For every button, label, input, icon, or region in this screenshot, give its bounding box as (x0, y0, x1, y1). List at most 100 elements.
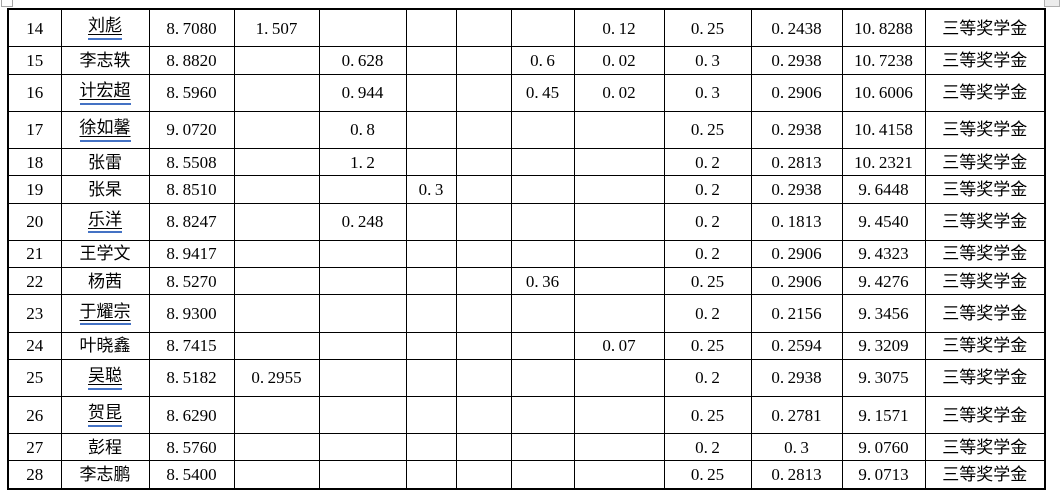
score-cell[interactable]: 0. 2955 (233, 358, 320, 397)
student-name-cell[interactable]: 李志鹏 (60, 460, 150, 490)
score-cell[interactable]: 0. 2938 (750, 175, 843, 204)
score-cell[interactable]: 0. 2 (663, 148, 752, 177)
award-cell[interactable]: 三等奖学金 (924, 331, 1046, 360)
student-name-cell[interactable]: 计宏超 (60, 73, 150, 112)
score-cell[interactable] (318, 294, 407, 333)
score-cell[interactable]: 0. 2 (663, 175, 752, 204)
score-cell[interactable]: 0. 25 (663, 460, 752, 490)
score-cell[interactable] (455, 267, 512, 296)
score-cell[interactable] (455, 239, 512, 269)
score-cell[interactable]: 0. 36 (510, 267, 575, 296)
score-cell[interactable] (233, 202, 320, 241)
score-cell[interactable] (405, 358, 457, 397)
score-cell[interactable]: 8. 8510 (148, 175, 235, 204)
student-name-cell[interactable]: 张雷 (60, 148, 150, 177)
score-cell[interactable]: 0. 2938 (750, 358, 843, 397)
score-cell[interactable]: 1. 507 (233, 8, 320, 48)
score-cell[interactable]: 9. 3209 (841, 331, 926, 360)
award-cell[interactable]: 三等奖学金 (924, 110, 1046, 150)
score-cell[interactable]: 0. 07 (573, 331, 665, 360)
score-cell[interactable] (405, 460, 457, 490)
score-cell[interactable] (233, 46, 320, 75)
score-cell[interactable] (233, 267, 320, 296)
score-cell[interactable]: 8. 5760 (148, 433, 235, 462)
score-cell[interactable]: 0. 2938 (750, 110, 843, 150)
row-number-cell[interactable]: 21 (7, 239, 62, 269)
score-cell[interactable]: 8. 8247 (148, 202, 235, 241)
score-cell[interactable] (455, 202, 512, 241)
award-cell[interactable]: 三等奖学金 (924, 267, 1046, 296)
score-cell[interactable]: 0. 3 (663, 46, 752, 75)
row-number-cell[interactable]: 22 (7, 267, 62, 296)
score-cell[interactable]: 0. 25 (663, 110, 752, 150)
score-cell[interactable]: 8. 6290 (148, 395, 235, 435)
score-cell[interactable]: 0. 1813 (750, 202, 843, 241)
score-cell[interactable]: 0. 2813 (750, 148, 843, 177)
score-cell[interactable]: 0. 02 (573, 73, 665, 112)
score-cell[interactable] (455, 148, 512, 177)
row-number-cell[interactable]: 19 (7, 175, 62, 204)
score-cell[interactable] (233, 148, 320, 177)
score-cell[interactable] (573, 358, 665, 397)
score-cell[interactable]: 0. 2906 (750, 73, 843, 112)
score-cell[interactable] (573, 395, 665, 435)
score-cell[interactable]: 0. 25 (663, 331, 752, 360)
score-cell[interactable]: 0. 2938 (750, 46, 843, 75)
score-cell[interactable]: 0. 25 (663, 395, 752, 435)
row-number-cell[interactable]: 20 (7, 202, 62, 241)
score-cell[interactable]: 0. 2813 (750, 460, 843, 490)
score-cell[interactable] (233, 433, 320, 462)
score-cell[interactable]: 9. 3075 (841, 358, 926, 397)
score-cell[interactable] (233, 110, 320, 150)
score-cell[interactable]: 0. 3 (663, 73, 752, 112)
score-cell[interactable]: 0. 944 (318, 73, 407, 112)
award-cell[interactable]: 三等奖学金 (924, 8, 1046, 48)
score-cell[interactable] (510, 433, 575, 462)
score-cell[interactable] (233, 239, 320, 269)
score-cell[interactable]: 9. 4540 (841, 202, 926, 241)
score-cell[interactable] (318, 460, 407, 490)
award-cell[interactable]: 三等奖学金 (924, 358, 1046, 397)
score-cell[interactable] (233, 460, 320, 490)
score-cell[interactable] (455, 331, 512, 360)
score-cell[interactable]: 0. 2 (663, 433, 752, 462)
award-cell[interactable]: 三等奖学金 (924, 294, 1046, 333)
score-cell[interactable] (455, 358, 512, 397)
score-cell[interactable] (233, 73, 320, 112)
score-cell[interactable] (455, 294, 512, 333)
score-cell[interactable]: 0. 45 (510, 73, 575, 112)
score-cell[interactable] (405, 267, 457, 296)
score-cell[interactable] (510, 8, 575, 48)
score-cell[interactable]: 0. 2594 (750, 331, 843, 360)
student-name-cell[interactable]: 刘彪 (60, 8, 150, 48)
score-cell[interactable] (455, 175, 512, 204)
row-number-cell[interactable]: 26 (7, 395, 62, 435)
score-cell[interactable] (455, 73, 512, 112)
score-cell[interactable]: 9. 0713 (841, 460, 926, 490)
row-number-cell[interactable]: 17 (7, 110, 62, 150)
score-cell[interactable]: 10. 8288 (841, 8, 926, 48)
award-cell[interactable]: 三等奖学金 (924, 175, 1046, 204)
score-cell[interactable] (405, 294, 457, 333)
student-name-cell[interactable]: 彭程 (60, 433, 150, 462)
score-cell[interactable]: 0. 2438 (750, 8, 843, 48)
score-cell[interactable]: 0. 02 (573, 46, 665, 75)
score-cell[interactable] (510, 331, 575, 360)
score-cell[interactable]: 8. 5960 (148, 73, 235, 112)
score-cell[interactable]: 8. 8820 (148, 46, 235, 75)
student-name-cell[interactable]: 张杲 (60, 175, 150, 204)
score-cell[interactable] (510, 110, 575, 150)
student-name-marked[interactable]: 于耀宗 (79, 302, 131, 326)
score-cell[interactable] (455, 460, 512, 490)
score-cell[interactable]: 8. 5400 (148, 460, 235, 490)
score-cell[interactable] (455, 46, 512, 75)
score-cell[interactable]: 0. 2781 (750, 395, 843, 435)
score-cell[interactable]: 8. 7415 (148, 331, 235, 360)
score-cell[interactable] (318, 239, 407, 269)
score-cell[interactable] (318, 395, 407, 435)
score-cell[interactable]: 0. 2 (663, 239, 752, 269)
score-cell[interactable]: 1. 2 (318, 148, 407, 177)
student-name-cell[interactable]: 吴聪 (60, 358, 150, 397)
score-cell[interactable] (405, 148, 457, 177)
award-cell[interactable]: 三等奖学金 (924, 395, 1046, 435)
